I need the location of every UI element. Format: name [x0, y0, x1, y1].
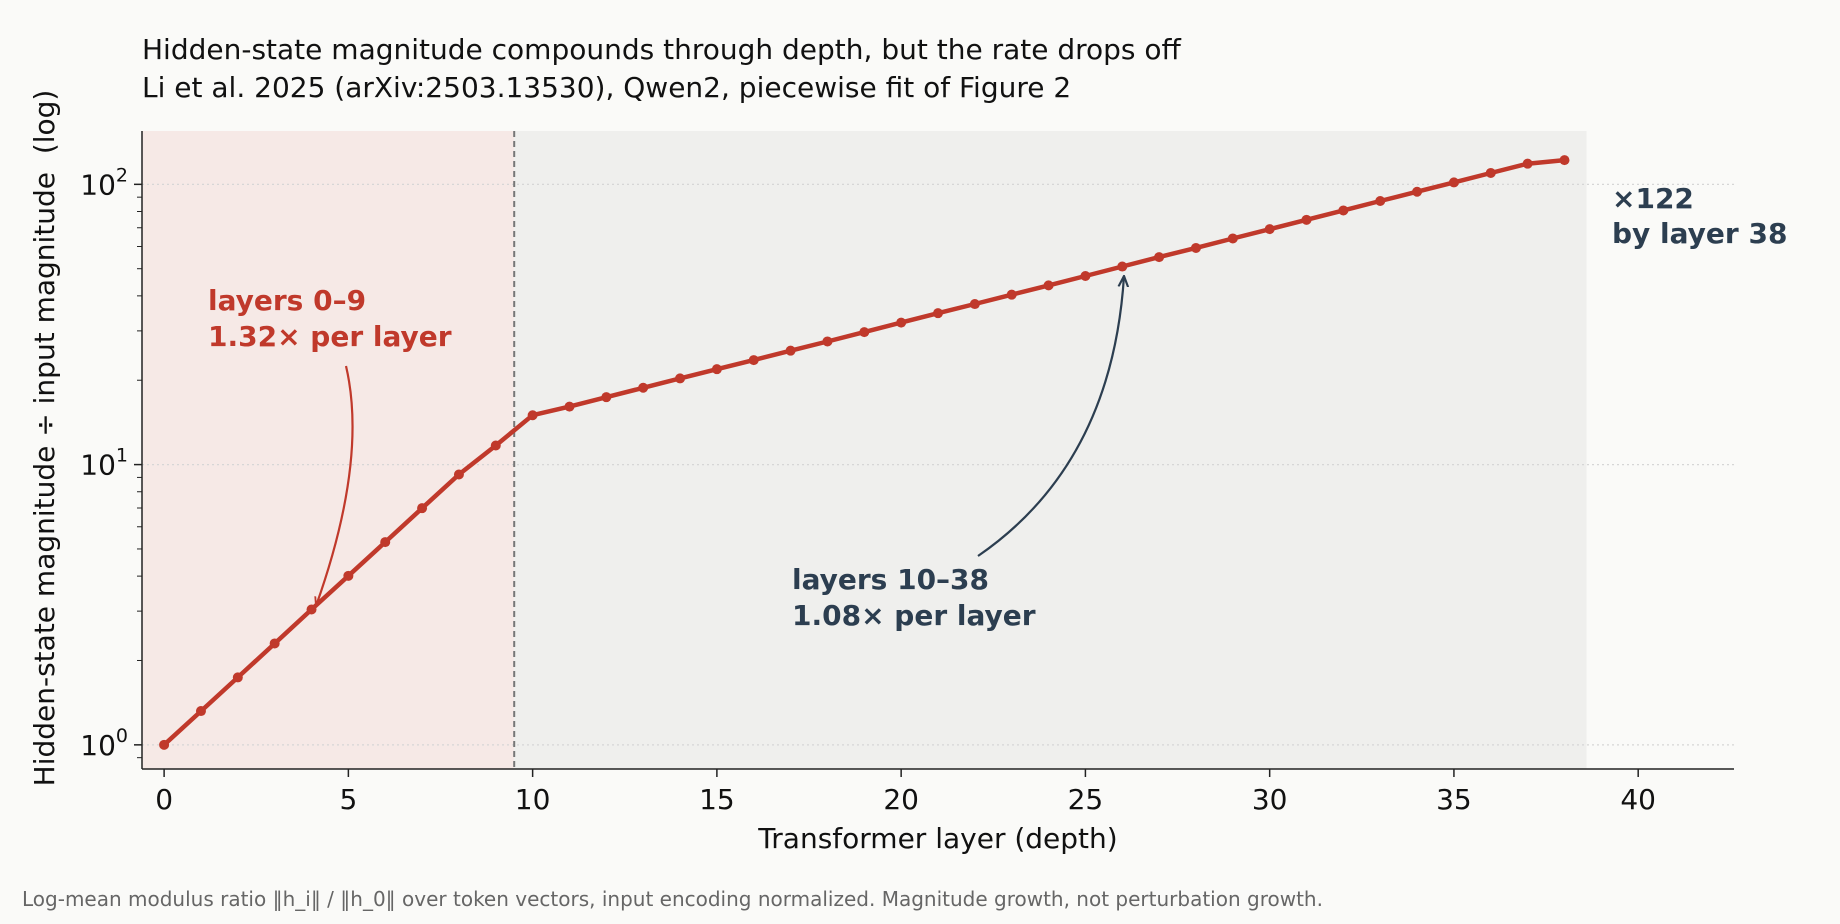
data-point: [675, 373, 686, 384]
data-point: [564, 401, 575, 412]
axes: [141, 131, 1734, 770]
x-tick-label: 40: [1620, 783, 1656, 816]
x-tick-label: 35: [1436, 783, 1472, 816]
annotation-late-arrow: [977, 276, 1124, 557]
y-gridlines: [142, 183, 1734, 746]
x-ticks: 0 5 10 15 20 25 30 35 40: [155, 769, 1656, 816]
footnote: Log-mean modulus ratio ‖h_i‖ / ‖h_0‖ ove…: [22, 887, 1323, 911]
data-point: [1006, 289, 1017, 300]
y-ticks: 100 101 102: [80, 164, 142, 762]
x-tick-label: 25: [1068, 783, 1104, 816]
data-point: [1080, 270, 1091, 281]
data-point: [1264, 224, 1275, 235]
data-point: [1154, 252, 1165, 263]
shaded-regions: [142, 131, 1587, 769]
chart-title: Hidden-state magnitude compounds through…: [142, 33, 1182, 66]
data-point: [896, 317, 907, 328]
data-point: [1485, 167, 1496, 178]
data-point: [859, 327, 870, 338]
y-axis-label: Hidden-state magnitude ÷ input magnitude…: [28, 90, 61, 787]
y-tick-label: 102: [80, 164, 128, 201]
data-point: [306, 604, 317, 615]
chart-subtitle: Li et al. 2025 (arXiv:2503.13530), Qwen2…: [142, 71, 1071, 104]
data-point: [380, 537, 391, 548]
data-point: [159, 739, 170, 750]
data-point: [1559, 155, 1570, 166]
data-point: [711, 364, 722, 375]
x-tick-label: 5: [339, 783, 357, 816]
x-tick-label: 20: [883, 783, 919, 816]
series-points: [159, 155, 1570, 750]
data-point: [933, 308, 943, 319]
data-point: [232, 672, 243, 683]
data-point: [1338, 205, 1349, 216]
data-point: [1190, 242, 1201, 253]
data-point: [1117, 261, 1128, 272]
x-tick-label: 15: [699, 783, 735, 816]
annotation-early-line1: layers 0–9: [208, 284, 366, 317]
annotation-end-line1: ×122: [1612, 182, 1694, 215]
data-point: [1448, 177, 1459, 188]
shaded-region-1: [514, 131, 1587, 769]
data-point: [527, 410, 538, 421]
data-point: [822, 336, 833, 347]
data-point: [1301, 214, 1312, 225]
data-point: [490, 440, 501, 451]
x-tick-label: 10: [515, 783, 551, 816]
annotation-late-line2: 1.08× per layer: [792, 599, 1036, 632]
data-point: [601, 392, 612, 403]
shaded-region-0: [142, 131, 515, 769]
data-point: [453, 469, 464, 480]
y-tick-label: 100: [80, 725, 128, 762]
x-tick-label: 30: [1252, 783, 1288, 816]
data-point: [1043, 280, 1054, 291]
annotation-early-line2: 1.32× per layer: [208, 320, 452, 353]
data-point: [1375, 196, 1386, 207]
data-point: [1522, 158, 1533, 169]
data-point: [1412, 186, 1423, 197]
annotation-late-line1: layers 10–38: [792, 563, 989, 596]
y-tick-label: 101: [80, 445, 128, 482]
data-point: [1227, 233, 1238, 244]
data-point: [343, 570, 354, 581]
data-point: [195, 706, 206, 717]
data-point: [417, 503, 428, 514]
x-tick-label: 0: [155, 783, 173, 816]
data-point: [269, 638, 280, 649]
data-point: [748, 355, 759, 366]
data-point: [638, 382, 649, 393]
data-point: [969, 299, 980, 310]
data-point: [785, 345, 796, 356]
x-axis-label: Transformer layer (depth): [757, 822, 1117, 855]
annotation-end-line2: by layer 38: [1612, 217, 1787, 250]
annotation-early-arrow: [316, 365, 354, 606]
